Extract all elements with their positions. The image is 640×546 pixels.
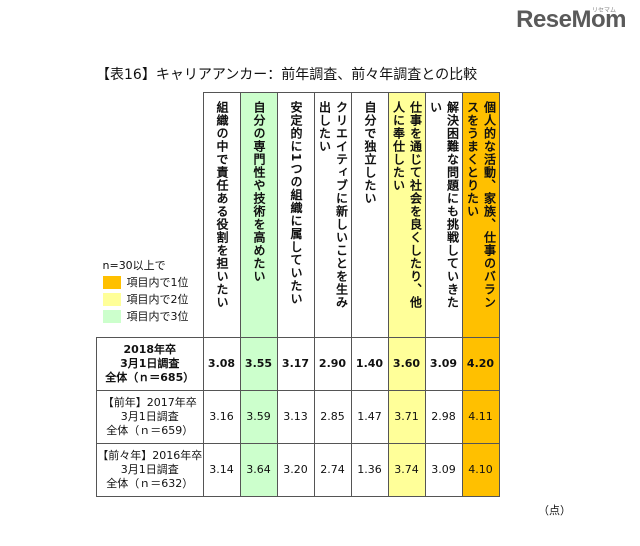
legend-cell: n=30以上で 項目内で1位 項目内で2位 項目内で3位 [96,92,204,338]
table-row: 【前々年】2016年卒 3月1日調査 全体（ｎ＝632） 3.14 3.64 3… [96,442,500,497]
value-cell: 3.74 [387,442,426,497]
row-label-line: 全体（ｎ＝685） [105,370,195,384]
row-label-line: 3月1日調査 [120,462,179,476]
row-label-line: 【前々年】2016年卒 [97,448,203,462]
column-header: 個人的な活動、家族、仕事のバランスをうまくとりたい [461,92,500,338]
column-header: クリエイティブに新しいことを生み出したい [313,92,352,338]
row-label: 2018年卒 3月1日調査 全体（ｎ＝685） [96,336,204,391]
row-label-line: 2018年卒 [123,342,177,356]
legend-item-rank2: 項目内で2位 [102,291,203,308]
value-cell: 2.98 [424,389,463,444]
column-header-text: 組織の中で責任ある役割を担いたい [215,101,229,309]
logo-ruby-text: リセマム [591,7,616,14]
legend-swatch-rank2 [102,292,121,306]
value-cell: 4.20 [461,336,500,391]
value-cell: 3.20 [276,442,315,497]
value-cell: 3.64 [239,442,278,497]
value-cell: 3.71 [387,389,426,444]
unit-label: （点） [538,504,571,517]
column-header: 組織の中で責任ある役割を担いたい [202,92,241,338]
row-label-line: 全体（ｎ＝659） [106,423,194,437]
value-cell: 3.59 [239,389,278,444]
row-label-line: 全体（ｎ＝632） [106,476,194,490]
row-label-line: 3月1日調査 [120,356,180,370]
column-header-text: 個人的な活動、家族、仕事のバランスをうまくとりたい [465,101,497,309]
value-cell: 2.85 [313,389,352,444]
legend-label-rank2: 項目内で2位 [126,292,189,306]
comparison-table: n=30以上で 項目内で1位 項目内で2位 項目内で3位 組織の中で責任ある役割… [96,92,500,497]
value-cell: 3.55 [239,336,278,391]
column-header: 自分で独立したい [350,92,389,338]
column-header: 安定的に1つの組織に属していたい [276,92,315,338]
column-header-text: 仕事を通じて社会を良くしたり、他人に奉仕したい [391,101,423,309]
column-header: 自分の専門性や技術を高めたい [239,92,278,338]
row-label-line: 3月1日調査 [120,409,179,423]
legend-label-rank1: 項目内で1位 [126,275,189,289]
value-cell: 2.74 [313,442,352,497]
column-header-text: 自分の専門性や技術を高めたい [252,101,266,283]
value-cell: 1.36 [350,442,389,497]
value-cell: 3.09 [424,336,463,391]
value-cell: 2.90 [313,336,352,391]
value-cell: 4.11 [461,389,500,444]
legend-item-rank1: 項目内で1位 [102,274,203,291]
column-header-text: 自分で独立したい [363,101,377,205]
row-label-line: 【前年】2017年卒 [102,395,197,409]
column-header-text: 安定的に1つの組織に属していたい [289,101,303,306]
legend: n=30以上で 項目内で1位 項目内で2位 項目内で3位 [102,257,203,325]
legend-label-rank3: 項目内で3位 [126,309,189,323]
value-cell: 3.09 [424,442,463,497]
value-cell: 3.60 [387,336,426,391]
value-cell: 3.17 [276,336,315,391]
legend-item-rank3: 項目内で3位 [102,308,203,325]
value-cell: 3.08 [202,336,241,391]
row-label: 【前年】2017年卒 3月1日調査 全体（ｎ＝659） [96,389,204,444]
table-title: 【表16】キャリアアンカー：前年調査、前々年調査との比較 [96,67,478,83]
table-row: 【前年】2017年卒 3月1日調査 全体（ｎ＝659） 3.16 3.59 3.… [96,389,500,444]
legend-heading: n=30以上で [102,258,166,272]
table-row: 2018年卒 3月1日調査 全体（ｎ＝685） 3.08 3.55 3.17 2… [96,336,500,391]
value-cell: 3.13 [276,389,315,444]
row-label: 【前々年】2016年卒 3月1日調査 全体（ｎ＝632） [96,442,204,497]
value-cell: 1.47 [350,389,389,444]
value-cell: 3.14 [202,442,241,497]
column-header-text: 解決困難な問題にも挑戦していきたい [428,101,460,309]
column-header: 仕事を通じて社会を良くしたり、他人に奉仕したい [387,92,426,338]
resemom-logo: ReseMom [516,6,626,33]
header-row: n=30以上で 項目内で1位 項目内で2位 項目内で3位 組織の中で責任ある役割… [96,92,500,338]
value-cell: 4.10 [461,442,500,497]
legend-swatch-rank1 [102,275,121,289]
value-cell: 3.16 [202,389,241,444]
value-cell: 1.40 [350,336,389,391]
column-header-text: クリエイティブに新しいことを生み出したい [317,101,349,309]
legend-swatch-rank3 [102,309,121,323]
column-header: 解決困難な問題にも挑戦していきたい [424,92,463,338]
